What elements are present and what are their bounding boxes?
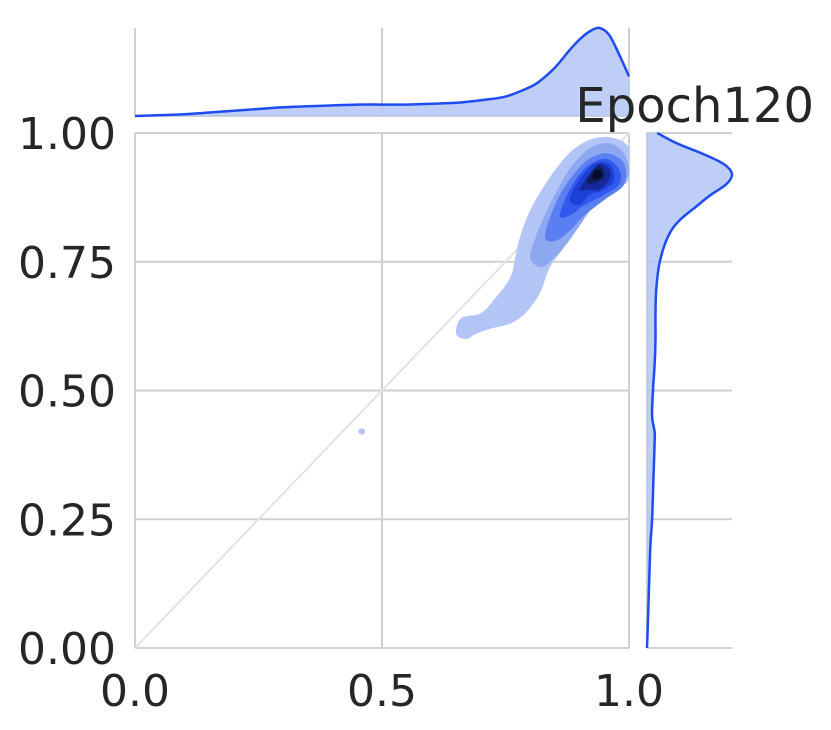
y-tick-label-0: 0.00 xyxy=(18,624,116,675)
y-tick-label-1: 0.25 xyxy=(18,495,116,546)
x-marginal-density-fill xyxy=(135,27,629,117)
chart-title: Epoch120 xyxy=(575,78,814,134)
contour-level-1-1 xyxy=(358,428,366,435)
joint-density-contours xyxy=(358,136,629,435)
y-tick-label-4: 1.00 xyxy=(18,109,116,160)
y-marginal-density-line xyxy=(645,131,734,649)
x-tick-label-1: 0.5 xyxy=(347,666,417,717)
x-tick-label-0: 0.0 xyxy=(100,666,170,717)
tick-labels: 0.0 0.5 1.0 0.00 0.25 0.50 0.75 1.00 xyxy=(18,109,664,717)
x-marginal-density-line xyxy=(134,26,631,118)
contour-level-8-8 xyxy=(591,170,602,180)
y-tick-label-3: 0.75 xyxy=(18,238,116,289)
x-tick-label-2: 1.0 xyxy=(594,666,664,717)
y-tick-label-2: 0.50 xyxy=(18,367,116,418)
y-marginal-density-fill xyxy=(647,133,733,648)
